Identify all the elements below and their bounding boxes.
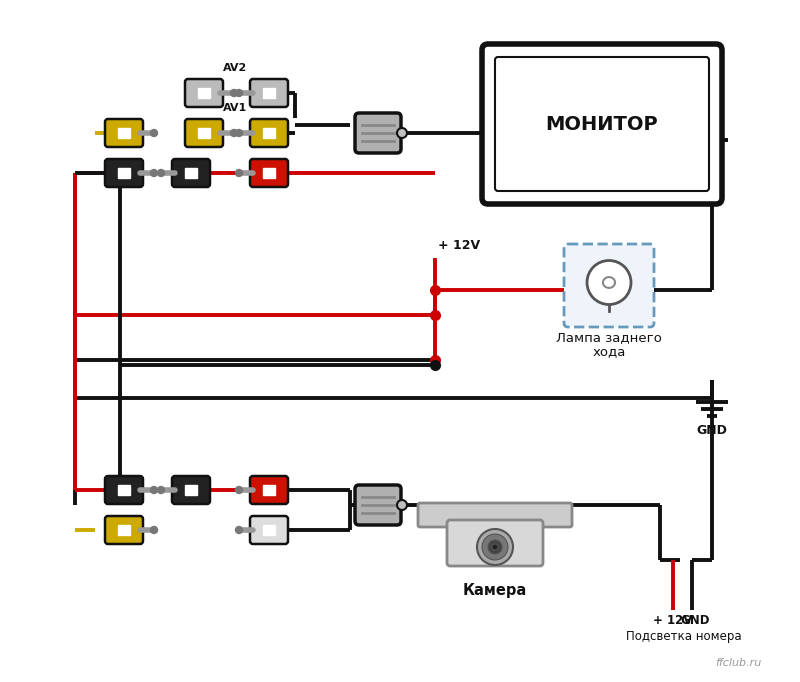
- Circle shape: [235, 130, 242, 136]
- Text: GND: GND: [680, 614, 710, 627]
- FancyBboxPatch shape: [250, 159, 288, 187]
- FancyBboxPatch shape: [172, 476, 210, 504]
- FancyBboxPatch shape: [355, 113, 401, 153]
- FancyBboxPatch shape: [118, 128, 130, 138]
- Circle shape: [235, 527, 242, 533]
- FancyBboxPatch shape: [482, 44, 722, 204]
- Text: хода: хода: [592, 345, 626, 358]
- Text: Камера: Камера: [463, 583, 527, 598]
- FancyBboxPatch shape: [198, 128, 210, 138]
- Circle shape: [397, 128, 407, 138]
- FancyBboxPatch shape: [118, 485, 130, 495]
- Circle shape: [397, 500, 407, 510]
- Circle shape: [482, 534, 508, 560]
- Text: + 12V: + 12V: [438, 239, 480, 252]
- Circle shape: [158, 170, 165, 177]
- FancyBboxPatch shape: [263, 168, 275, 178]
- Circle shape: [235, 486, 242, 494]
- FancyBboxPatch shape: [198, 88, 210, 98]
- Circle shape: [235, 89, 242, 96]
- FancyBboxPatch shape: [105, 476, 143, 504]
- FancyBboxPatch shape: [263, 128, 275, 138]
- FancyBboxPatch shape: [185, 119, 223, 147]
- Text: AV2: AV2: [223, 63, 247, 73]
- Text: ffclub.ru: ffclub.ru: [716, 658, 762, 668]
- Circle shape: [477, 529, 513, 565]
- FancyBboxPatch shape: [418, 503, 572, 527]
- FancyBboxPatch shape: [263, 525, 275, 535]
- FancyBboxPatch shape: [447, 520, 543, 566]
- Circle shape: [150, 527, 158, 533]
- FancyBboxPatch shape: [250, 79, 288, 107]
- Circle shape: [492, 544, 498, 550]
- FancyBboxPatch shape: [263, 88, 275, 98]
- FancyBboxPatch shape: [355, 485, 401, 525]
- FancyBboxPatch shape: [495, 57, 709, 191]
- Circle shape: [150, 170, 158, 177]
- FancyBboxPatch shape: [263, 485, 275, 495]
- FancyBboxPatch shape: [185, 168, 197, 178]
- FancyBboxPatch shape: [105, 159, 143, 187]
- Circle shape: [488, 540, 502, 554]
- FancyBboxPatch shape: [564, 244, 654, 327]
- FancyBboxPatch shape: [185, 485, 197, 495]
- Circle shape: [150, 130, 158, 136]
- Text: AV1: AV1: [223, 103, 247, 113]
- Text: МОНИТОР: МОНИТОР: [546, 115, 658, 134]
- FancyBboxPatch shape: [250, 476, 288, 504]
- FancyBboxPatch shape: [185, 79, 223, 107]
- Text: Подсветка номера: Подсветка номера: [626, 630, 742, 643]
- Circle shape: [587, 261, 631, 304]
- FancyBboxPatch shape: [250, 119, 288, 147]
- FancyBboxPatch shape: [118, 525, 130, 535]
- FancyBboxPatch shape: [250, 516, 288, 544]
- FancyBboxPatch shape: [105, 516, 143, 544]
- FancyBboxPatch shape: [118, 168, 130, 178]
- Text: GND: GND: [697, 424, 727, 437]
- FancyBboxPatch shape: [172, 159, 210, 187]
- Circle shape: [158, 486, 165, 494]
- Circle shape: [235, 170, 242, 177]
- Circle shape: [150, 486, 158, 494]
- FancyBboxPatch shape: [105, 119, 143, 147]
- Text: Лампа заднего: Лампа заднего: [556, 331, 662, 344]
- Text: + 12V: + 12V: [654, 614, 693, 627]
- Circle shape: [230, 89, 238, 96]
- Circle shape: [230, 130, 238, 136]
